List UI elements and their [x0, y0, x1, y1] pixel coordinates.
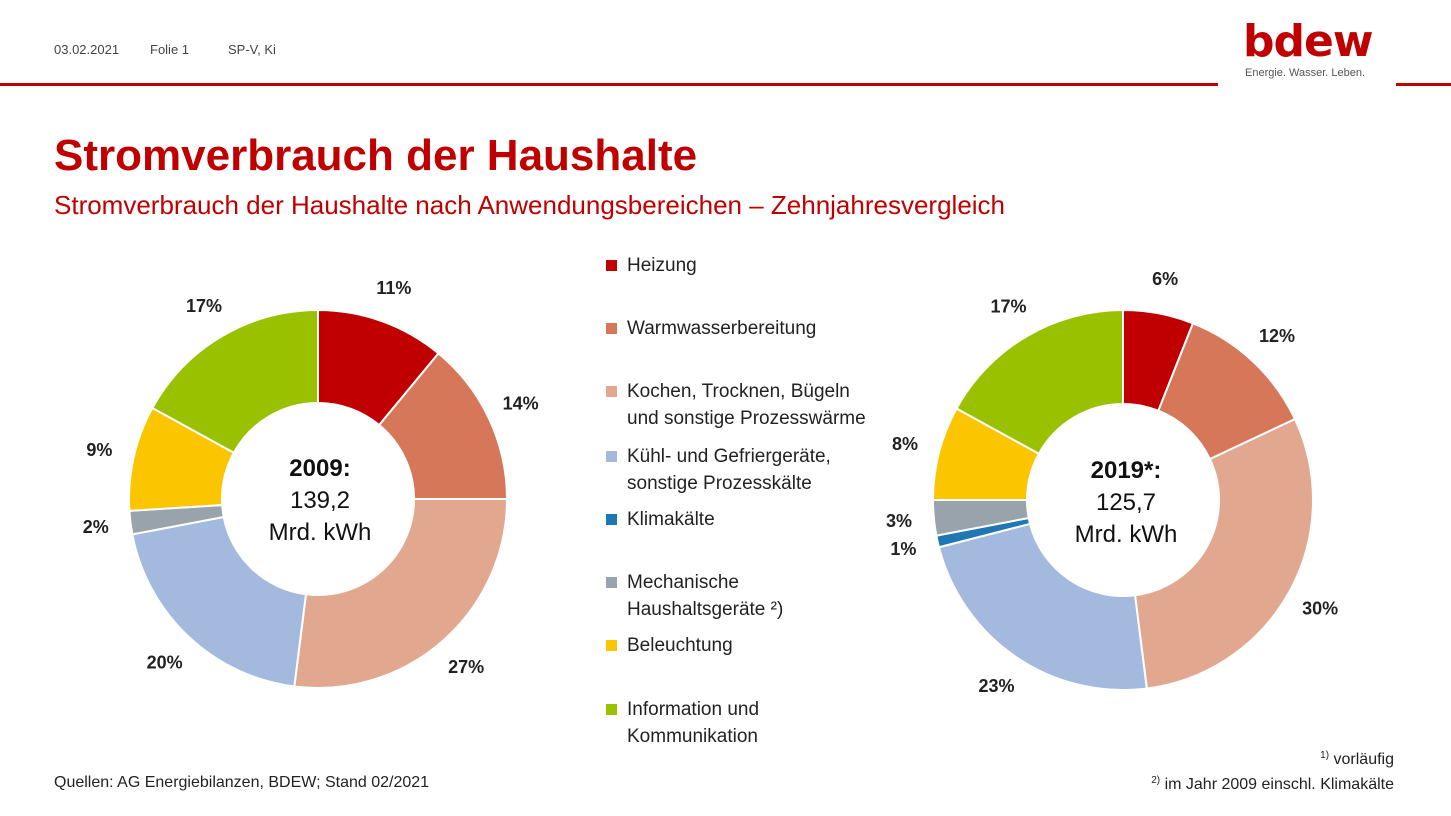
header-slide: Folie 1 — [150, 42, 190, 57]
footnote-2: 2) im Jahr 2009 einschl. Klimakälte — [1151, 775, 1394, 794]
donut-slice — [955, 308, 1124, 456]
legend-label: Warmwasserbereitung — [627, 318, 817, 339]
header-rule-right — [1396, 83, 1451, 86]
header-rule-left — [0, 83, 1218, 86]
slice-label: 30% — [1302, 598, 1338, 618]
slice-label: 12% — [1259, 326, 1295, 346]
slice-label: 3% — [886, 511, 912, 531]
slice-label: 9% — [86, 440, 112, 460]
slice-label: 23% — [979, 676, 1015, 696]
slice-label: 17% — [186, 296, 222, 316]
legend-item-heizung: Heizung — [606, 252, 697, 279]
legend-swatch — [606, 260, 617, 271]
donut-slice — [1133, 417, 1314, 690]
logo-tagline: Energie. Wasser. Leben. — [1245, 67, 1366, 79]
legend-item-mechanische: Mechanische Haushaltsgeräte ²) — [606, 569, 796, 623]
bdew-logo: bdew Energie. Wasser. Leben. — [1243, 16, 1373, 80]
page-subtitle: Stromverbrauch der Haushalte nach Anwend… — [54, 190, 1006, 220]
legend-swatch — [606, 514, 617, 525]
legend-label: Kochen, Trocknen, Bügeln und sonstige Pr… — [627, 381, 866, 429]
slice-label: 6% — [1152, 269, 1178, 289]
donut-2019: 6% 12% 30% 23% 1% 3% 8% 17% — [886, 269, 1338, 696]
header-author: SP-V, Ki — [228, 42, 276, 57]
slice-label: 1% — [890, 539, 916, 559]
center-2019: 2019*: 125,7 Mrd. kWh — [1026, 455, 1226, 551]
legend-swatch — [606, 386, 617, 397]
donut-slice — [293, 498, 509, 689]
footnote-1-text: vorläufig — [1333, 751, 1394, 768]
logo-word: bdew — [1243, 16, 1373, 67]
center-2009-year: 2009: — [289, 455, 351, 482]
footnote-1: 1) vorläufig — [1320, 750, 1394, 769]
header-date: 03.02.2021 — [54, 42, 120, 57]
legend-item-information: Information und Kommunikation — [606, 696, 781, 750]
legend-label: Heizung — [627, 255, 697, 276]
donut-2009: 11% 14% 27% 20% 2% 9% 17% — [83, 278, 539, 689]
slice-label: 20% — [147, 652, 183, 672]
legend-item-kuehl: Kühl- und Gefriergeräte, sonstige Prozes… — [606, 443, 851, 497]
slice-label: 27% — [448, 657, 484, 677]
legend-item-warmwasser: Warmwasserbereitung — [606, 315, 816, 342]
slice-label: 2% — [83, 517, 109, 537]
legend-label: Mechanische Haushaltsgeräte ²) — [627, 572, 784, 620]
footnote-1-mark: 1) — [1320, 750, 1330, 761]
slice-label: 14% — [503, 394, 539, 414]
legend-label: Information und Kommunikation — [627, 699, 760, 747]
legend-label: Beleuchtung — [627, 635, 733, 656]
legend-item-beleuchtung: Beleuchtung — [606, 632, 733, 659]
legend-swatch — [606, 451, 617, 462]
legend-label: Kühl- und Gefriergeräte, sonstige Prozes… — [627, 446, 831, 494]
donut-slice — [151, 308, 319, 455]
legend-swatch — [606, 577, 617, 588]
legend-swatch — [606, 704, 617, 715]
donut-slice — [131, 515, 308, 688]
source-note: Quellen: AG Energiebilanzen, BDEW; Stand… — [54, 774, 430, 791]
center-2019-value: 125,7 — [1095, 489, 1157, 516]
donut-slice — [937, 522, 1148, 691]
legend-label: Klimakälte — [627, 509, 715, 530]
legend-item-kochen: Kochen, Trocknen, Bügeln und sonstige Pr… — [606, 378, 876, 432]
footnote-2-mark: 2) — [1151, 775, 1161, 786]
footnote-2-text: im Jahr 2009 einschl. Klimakälte — [1164, 776, 1394, 793]
center-2009: 2009: 139,2 Mrd. kWh — [220, 453, 420, 549]
slice-label: 8% — [892, 434, 918, 454]
page-title: Stromverbrauch der Haushalte — [54, 131, 698, 180]
slice-label: 17% — [990, 296, 1026, 316]
legend-swatch — [606, 640, 617, 651]
legend-swatch — [606, 323, 617, 334]
center-2009-unit: Mrd. kWh — [268, 519, 372, 546]
center-2019-unit: Mrd. kWh — [1074, 521, 1178, 548]
center-2009-value: 139,2 — [289, 487, 351, 514]
legend-item-klimakaelte: Klimakälte — [606, 506, 715, 533]
center-2019-year: 2019*: — [1090, 457, 1162, 484]
slice-label: 11% — [376, 278, 411, 298]
